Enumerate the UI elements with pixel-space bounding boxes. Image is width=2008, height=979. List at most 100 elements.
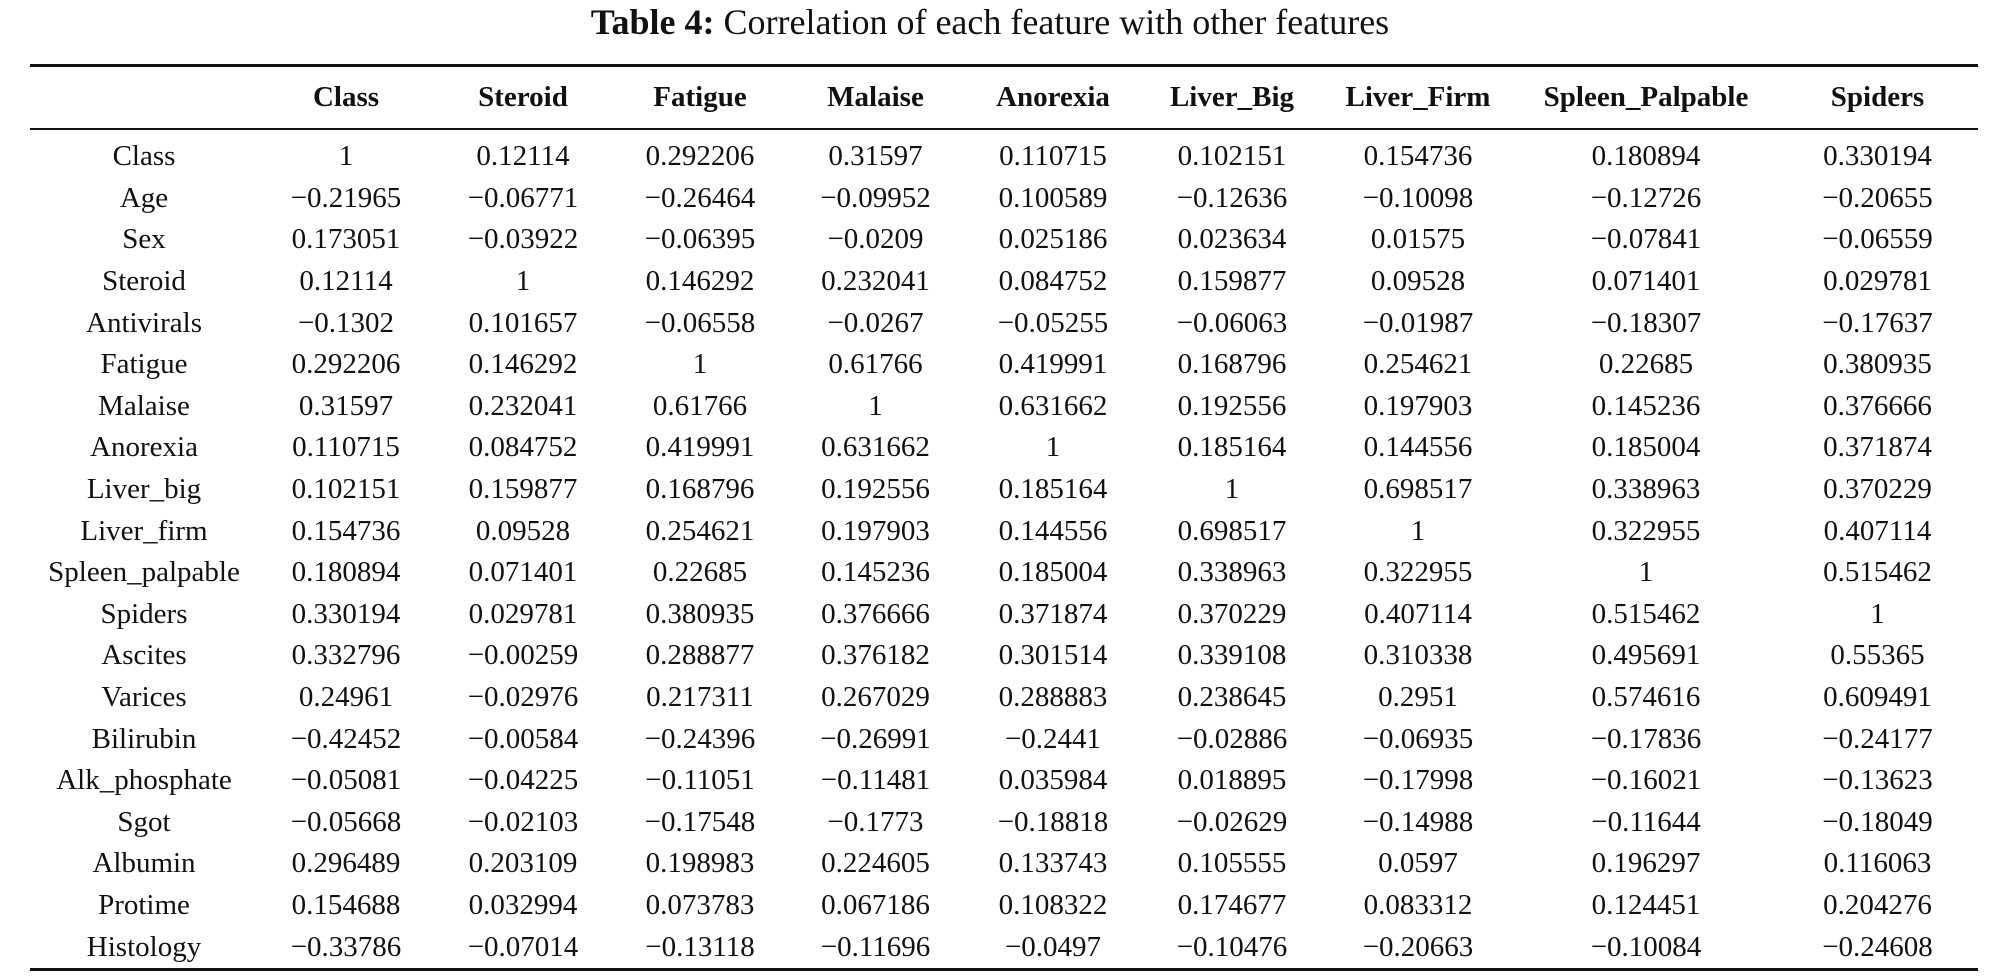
table-cell: −0.01987 — [1362, 306, 1474, 339]
table-cell: 0.168796 — [1177, 348, 1287, 381]
table-row: Albumin 0.296489 0.203109 0.198983 0.224605 0… — [30, 843, 1978, 885]
table-cell: 0.296489 — [291, 847, 401, 880]
table-row: Steroid 0.12114 1 0.146292 0.232041 0.084752 0… — [30, 261, 1978, 303]
table-cell: 0.515462 — [1591, 597, 1701, 630]
table-cell: 0.61766 — [652, 389, 748, 422]
table-cell: 0.029781 — [1823, 265, 1932, 298]
table-cell: 0.338963 — [1591, 473, 1701, 506]
table-cell: 0.105555 — [1177, 847, 1287, 880]
table-cell: 0.159877 — [1177, 265, 1287, 298]
header-row: Class Steroid Fatigue Malaise Anorexia Liver_… — [30, 65, 1978, 129]
table-cell: 0.133743 — [998, 847, 1108, 880]
table-cell: 0.322955 — [1363, 556, 1473, 589]
column-header: Liver_Firm — [1345, 81, 1491, 113]
table-cell: 0.185004 — [998, 556, 1108, 589]
table-cell: 0.292206 — [645, 140, 755, 173]
table-cell: 0.025186 — [998, 223, 1108, 256]
table-cell: 0.084752 — [998, 265, 1108, 298]
table-cell: −0.16021 — [1590, 764, 1702, 797]
table-cell: −0.33786 — [290, 930, 402, 963]
table-cell: 0.192556 — [821, 473, 930, 506]
table-cell: 0.035984 — [998, 764, 1108, 797]
table-cell: 0.322955 — [1591, 514, 1701, 547]
table-cell: −0.0209 — [827, 223, 924, 256]
table-cell: −0.24396 — [644, 722, 756, 755]
table-cell: 0.100589 — [998, 181, 1108, 214]
table-cell: 0.288883 — [998, 681, 1108, 714]
table-row: Liver_firm 0.154736 0.09528 0.254621 0.19790… — [30, 510, 1978, 552]
table-cell: 1 — [515, 265, 531, 298]
table-cell: 1 — [692, 348, 708, 381]
table-cell: 0.154688 — [291, 888, 401, 921]
table-cell: 0.419991 — [645, 431, 755, 464]
table-cell: 0.01575 — [1370, 223, 1466, 256]
table-cell: 0.267029 — [821, 681, 930, 714]
table-cell: 1 — [1410, 514, 1426, 547]
table-cell: −0.12726 — [1590, 181, 1702, 214]
table-cell: −0.0267 — [827, 306, 924, 339]
table-cell: 0.370229 — [1177, 597, 1287, 630]
row-label: Varices — [101, 681, 187, 714]
table-row: Alk_phosphate −0.05081 −0.04225 −0.11051 −0.… — [30, 760, 1978, 802]
table-cell: 0.371874 — [1823, 431, 1932, 464]
table-cell: 0.09528 — [1370, 265, 1466, 298]
table-cell: 0.254621 — [1363, 348, 1473, 381]
table-cell: 0.232041 — [821, 265, 930, 298]
table-row: Liver_big 0.102151 0.159877 0.168796 0.19255… — [30, 469, 1978, 511]
table-cell: −0.10084 — [1590, 930, 1702, 963]
table-cell: 0.22685 — [1598, 348, 1694, 381]
caption-label: Table 4: — [590, 2, 715, 42]
table-cell: −0.20663 — [1362, 930, 1474, 963]
row-label: Histology — [86, 930, 202, 963]
table-caption: Table 4: Correlation of each feature wit… — [0, 0, 1980, 44]
table-cell: 0.24961 — [298, 681, 394, 714]
table-cell: 0.631662 — [821, 431, 930, 464]
table-cell: 1 — [868, 389, 883, 422]
row-label: Fatigue — [100, 348, 188, 381]
table-cell: 0.339108 — [1177, 639, 1287, 672]
table-cell: −0.06559 — [1822, 223, 1933, 256]
table-cell: −0.05668 — [290, 805, 402, 838]
table-cell: 0.376182 — [821, 639, 930, 672]
column-header: Anorexia — [996, 81, 1110, 113]
table-cell: 0.31597 — [298, 389, 394, 422]
table-cell: −0.11481 — [820, 764, 931, 797]
table-cell: 0.174677 — [1177, 888, 1287, 921]
correlation-table-container: Class Steroid Fatigue Malaise Anorexia Liver_… — [30, 64, 1978, 971]
table-cell: 0.146292 — [645, 265, 755, 298]
table-cell: 0.2951 — [1378, 681, 1458, 714]
table-cell: 0.029781 — [468, 597, 578, 630]
table-cell: 1 — [1224, 473, 1240, 506]
table-cell: 0.102151 — [291, 473, 401, 506]
table-cell: −0.26991 — [820, 722, 931, 755]
table-cell: 1 — [1870, 597, 1885, 630]
table-cell: 0.217311 — [646, 681, 754, 714]
table-cell: 0.61766 — [828, 348, 923, 381]
table-cell: −0.05255 — [997, 306, 1109, 339]
row-label: Bilirubin — [91, 722, 197, 755]
row-label: Sex — [122, 223, 166, 256]
table-cell: −0.21965 — [290, 181, 402, 214]
table-cell: 0.023634 — [1177, 223, 1287, 256]
table-cell: −0.06558 — [644, 306, 756, 339]
table-cell: 1 — [1045, 431, 1061, 464]
table-row: Bilirubin −0.42452 −0.00584 −0.24396 −0.2699… — [30, 718, 1978, 760]
table-row: Protime 0.154688 0.032994 0.073783 0.067186 0… — [30, 885, 1978, 927]
column-header: Class — [312, 81, 380, 113]
table-cell: 0.631662 — [998, 389, 1108, 422]
table-cell: 0.238645 — [1177, 681, 1287, 714]
table-cell: 0.515462 — [1823, 556, 1932, 589]
table-row: Anorexia 0.110715 0.084752 0.419991 0.631662… — [30, 427, 1978, 469]
column-header: Steroid — [478, 81, 568, 113]
table-cell: −0.2441 — [1004, 722, 1102, 755]
table-row: Sgot −0.05668 −0.02103 −0.17548 −0.1773 −0.18… — [30, 802, 1978, 844]
table-cell: −0.24608 — [1822, 930, 1933, 963]
table-cell: −0.42452 — [290, 722, 402, 755]
table-cell: 0.12114 — [299, 265, 393, 298]
table-cell: 0.071401 — [1591, 265, 1701, 298]
table-cell: 0.338963 — [1177, 556, 1287, 589]
table-cell: 0.12114 — [476, 140, 570, 173]
table-cell: −0.00584 — [467, 722, 579, 755]
row-label: Class — [112, 140, 176, 173]
table-cell: 0.380935 — [645, 597, 755, 630]
